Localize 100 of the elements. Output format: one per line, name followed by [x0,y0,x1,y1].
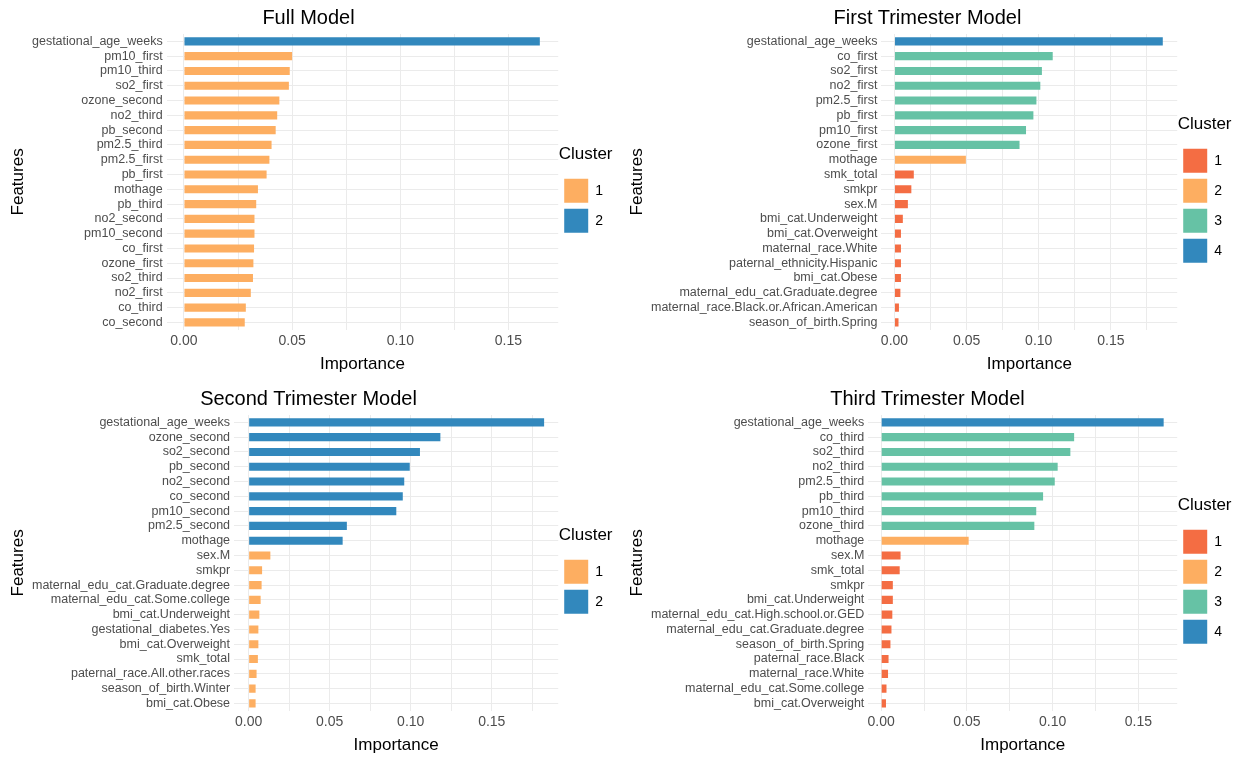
y-tick-label: so2_second [162,444,231,459]
y-tick-label: mothage [828,152,878,167]
y-tick-label: maternal_edu_cat.Graduate.degree [31,577,231,592]
bar [894,170,914,179]
y-tick-label: ozone_second [81,93,163,108]
legend-title: Cluster [1177,495,1232,515]
legend-label: 2 [595,211,604,228]
y-tick-label: smkpr [196,562,231,577]
y-tick-label: season_of_birth.Spring [748,314,878,329]
y-tick-label: maternal_edu_cat.Some.college [685,681,865,696]
y-tick-label: gestational_age_weeks [733,414,865,429]
bar [881,521,1035,530]
chart-title: Third Trimester Model [830,386,1025,409]
bar [249,447,420,457]
y-tick-label: smkpr [830,577,865,592]
bar [881,566,900,575]
y-tick-label: co_first [122,240,164,255]
bar [881,551,901,560]
y-tick-label: paternal_ethnicity.Hispanic [729,255,878,270]
y-tick-label: so2_third [812,444,865,459]
bar [881,640,891,649]
bar [184,126,276,135]
bar [894,273,901,283]
bar [881,699,886,708]
y-axis-title: Features [626,148,646,216]
bar [881,477,1055,486]
bar [249,433,441,442]
y-tick-label: co_third [819,429,865,444]
y-tick-label: sex.M [830,547,865,562]
bar [894,140,1020,149]
bar [184,318,245,327]
bar [184,52,293,61]
bar [894,214,903,223]
bar [184,229,255,238]
y-tick-label: pm10_first [104,48,164,63]
bar [249,462,410,471]
bar [881,447,1071,457]
legend-label: 4 [1214,622,1223,639]
y-tick-label: gestational_diabetes.Yes [91,621,231,636]
bar [881,507,1037,516]
bar [894,111,1034,120]
bar [894,155,966,164]
bar [184,66,290,76]
y-tick-label: pb_first [121,166,164,181]
y-tick-label: pm2.5_second [148,518,231,533]
bar [894,229,901,238]
legend-title: Cluster [1177,114,1232,134]
y-tick-label: maternal_edu_cat.Some.college [50,592,231,607]
bar [881,581,893,590]
y-tick-label: bmi_cat.Underweight [760,211,879,226]
bar [881,610,893,619]
x-tick-label: 0.05 [953,713,981,730]
y-tick-label: pb_third [117,196,163,211]
bar [249,669,257,678]
y-tick-label: bmi_cat.Underweight [112,607,231,622]
y-tick-label: co_second [102,314,163,329]
bar [894,185,912,194]
bar [894,244,901,253]
bar [894,52,1053,61]
y-tick-label: pb_second [168,459,231,474]
y-tick-label: pm10_third [801,503,865,518]
y-tick-label: no2_first [114,285,164,300]
bar [894,259,901,268]
bar [881,462,1058,471]
x-tick-label: 0.15 [478,713,506,730]
x-tick-label: 0.00 [867,713,896,730]
bar [894,81,1041,90]
y-tick-label: pm2.5_third [96,137,163,152]
y-tick-label: co_third [118,300,163,315]
bar [249,595,261,604]
y-tick-label: ozone_second [148,429,231,444]
bar [249,521,347,530]
bar [184,303,246,312]
bar [249,581,262,590]
y-tick-label: sex.M [196,547,231,562]
y-tick-label: paternal_race.All.other.races [70,666,231,681]
bar [894,288,901,297]
x-tick-label: 0.00 [880,332,909,349]
bar [184,155,270,164]
bar [249,566,263,575]
bar [894,66,1042,76]
bar [249,507,397,516]
x-tick-label: 0.10 [1025,332,1053,349]
x-tick-label: 0.00 [170,332,198,349]
y-tick-label: maternal_race.White [762,240,878,255]
y-axis-title: Features [626,529,646,597]
bar [894,126,1027,135]
y-tick-label: smk_total [823,166,878,181]
bar [184,273,253,283]
bar [249,699,256,708]
y-tick-label: pm2.5_first [100,152,164,167]
y-tick-label: bmi_cat.Underweight [746,592,865,607]
legend-label: 2 [595,592,604,609]
y-tick-label: bmi_cat.Overweight [119,636,231,651]
bar [249,610,260,619]
bar [894,303,899,312]
bar [249,625,259,634]
y-tick-label: no2_third [110,107,163,122]
bar [881,595,893,604]
y-tick-label: gestational_age_weeks [746,33,878,48]
